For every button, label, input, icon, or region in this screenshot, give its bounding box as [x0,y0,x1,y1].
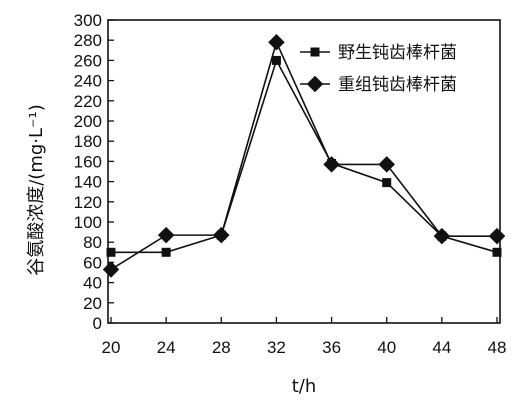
data-point-diamond [268,33,285,51]
y-tick-label: 160 [74,152,102,171]
x-tick-label: 48 [488,338,507,357]
y-tick-label: 120 [74,193,102,212]
x-axis: 20 24 28 32 36 40 44 48 [102,317,507,357]
y-tick-label: 40 [83,274,102,293]
legend-label: 野生钝齿棒杆菌 [338,43,457,63]
series-line [111,58,498,254]
data-point-square [382,178,392,188]
y-tick-label: 300 [74,11,102,30]
x-tick-label: 20 [102,338,121,357]
x-tick-label: 28 [212,338,231,357]
y-tick-label: 80 [83,233,102,252]
x-tick-label: 32 [267,338,286,357]
y-tick-label: 60 [83,253,102,272]
data-point-diamond [433,227,451,245]
y-axis-title: 谷氨酸浓度/(mg·L⁻¹) [26,104,47,276]
data-point-diamond [102,261,120,278]
data-point-square [106,247,116,257]
data-point-diamond [157,226,175,244]
y-tick-label: 180 [74,132,102,151]
y-tick-label: 100 [74,213,102,232]
y-tick-label: 260 [74,51,102,70]
y-tick-label: 20 [83,294,102,313]
legend-label: 重组钝齿棒杆菌 [338,75,457,95]
data-point-square [161,247,171,257]
legend-item: 重组钝齿棒杆菌 [300,75,457,95]
y-tick-label: 240 [74,72,102,91]
series-2 [102,33,506,278]
x-tick-label: 36 [322,338,341,357]
data-point-diamond [488,227,506,245]
x-tick-label: 44 [432,338,451,357]
data-point-square [310,47,320,57]
series-line [110,39,497,271]
y-tick-label: 200 [74,112,102,131]
y-tick-label: 220 [74,92,102,111]
x-tick-label: 40 [377,338,396,357]
legend-item: 野生钝齿棒杆菌 [300,43,457,63]
x-axis-title: t/h [292,376,317,397]
data-point-diamond [306,75,324,93]
series-layer [102,33,506,278]
y-tick-label: 140 [74,173,102,192]
data-point-square [492,247,502,257]
plot-frame [107,19,501,324]
y-tick-label: 280 [74,31,102,50]
data-point-square [271,55,281,65]
data-point-diamond [378,156,395,173]
y-tick-label: 0 [93,314,102,333]
data-point-diamond [213,226,230,244]
x-tick-label: 24 [157,338,176,357]
data-point-diamond [323,156,340,173]
